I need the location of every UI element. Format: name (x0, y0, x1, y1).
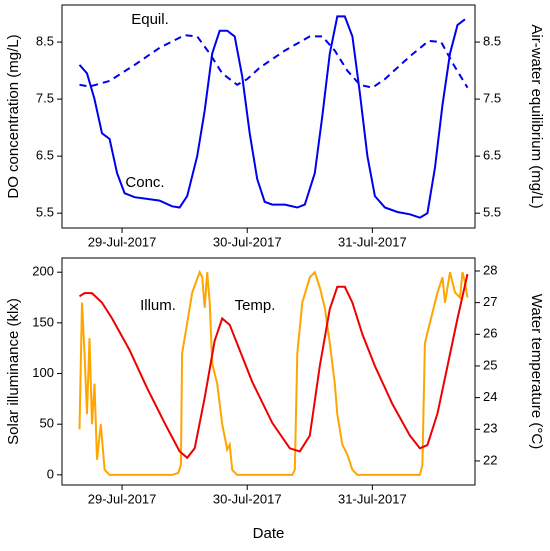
y-tick-label: 50 (40, 416, 54, 431)
x-tick-label: 30-Jul-2017 (213, 491, 282, 506)
x-tick-label: 31-Jul-2017 (338, 491, 407, 506)
series-label: Illum. (140, 297, 176, 314)
y2-tick-label: 27 (483, 294, 497, 309)
y-axis-title: DO concentration (mg/L) (5, 34, 22, 198)
series-line (78, 269, 469, 476)
x-tick-label: 29-Jul-2017 (88, 234, 157, 249)
y-axis-title: Solar illuminance (klx) (5, 298, 22, 445)
y-tick-label: 200 (32, 264, 54, 279)
series-label: Equil. (131, 11, 169, 28)
y2-tick-label: 8.5 (483, 34, 501, 49)
y2-tick-label: 7.5 (483, 91, 501, 106)
y2-tick-label: 5.5 (483, 205, 501, 220)
series-line (78, 15, 466, 219)
y-tick-label: 6.5 (36, 148, 54, 163)
y2-tick-label: 6.5 (483, 148, 501, 163)
y-tick-label: 0 (47, 466, 54, 481)
y2-axis-title: Water temperature (°C) (528, 294, 545, 449)
x-tick-label: 31-Jul-2017 (338, 234, 407, 249)
plot-frame (61, 257, 476, 486)
x-tick-label: 29-Jul-2017 (88, 491, 157, 506)
y2-tick-label: 23 (483, 421, 497, 436)
y-tick-label: 150 (32, 314, 54, 329)
plot-frame (61, 4, 476, 229)
y2-tick-label: 25 (483, 357, 497, 372)
y2-tick-label: 26 (483, 326, 497, 341)
series-line (78, 273, 469, 460)
y2-axis-title: Air-water equilibrium (mg/L) (528, 24, 545, 208)
y2-tick-label: 24 (483, 389, 497, 404)
y-tick-label: 5.5 (36, 205, 54, 220)
y2-tick-label: 28 (483, 262, 497, 277)
y-tick-label: 100 (32, 365, 54, 380)
y-tick-label: 8.5 (36, 34, 54, 49)
series-line (79, 34, 469, 89)
x-axis-title: Date (253, 525, 285, 542)
series-label: Temp. (235, 297, 276, 314)
x-tick-label: 30-Jul-2017 (213, 234, 282, 249)
series-label: Conc. (125, 174, 164, 191)
y-tick-label: 7.5 (36, 91, 54, 106)
y2-tick-label: 22 (483, 452, 497, 467)
